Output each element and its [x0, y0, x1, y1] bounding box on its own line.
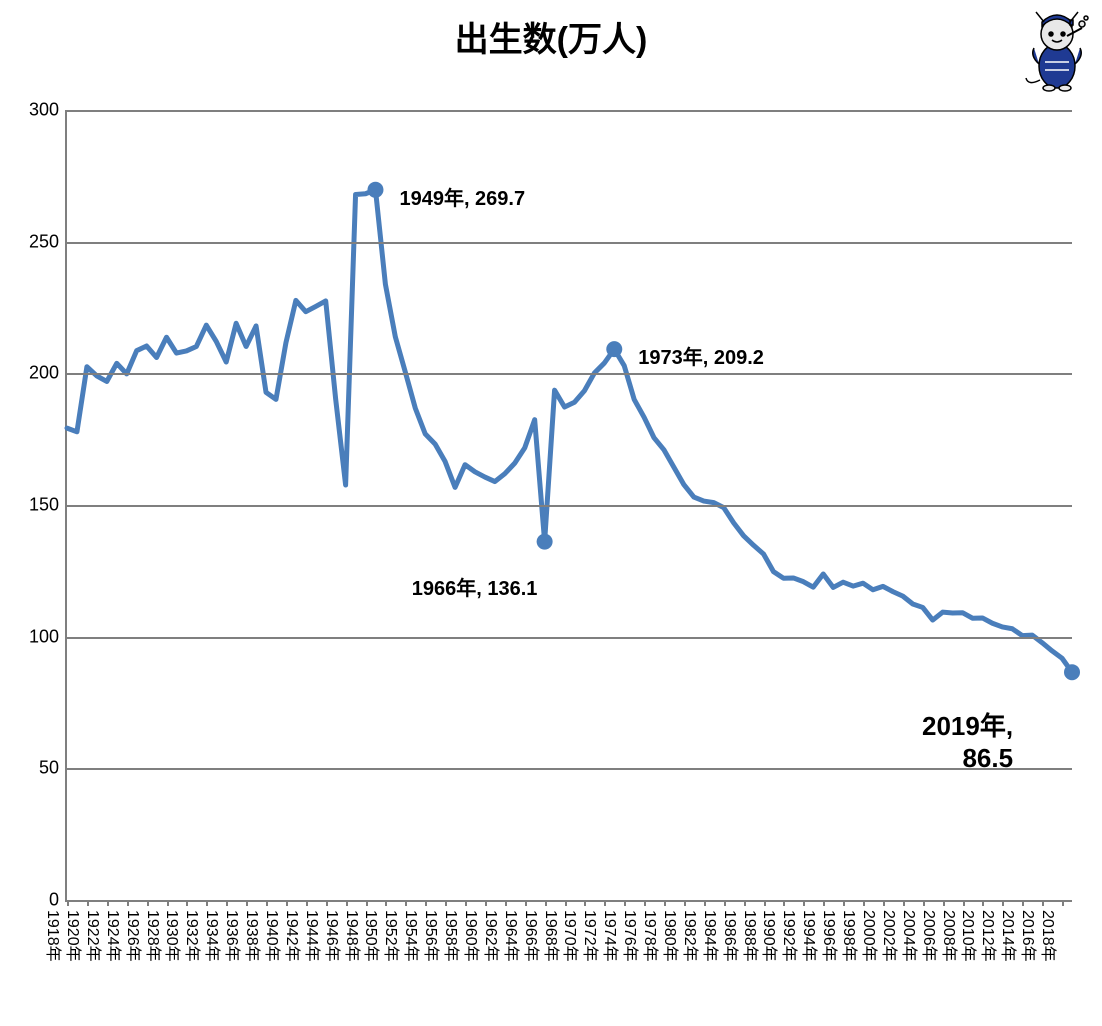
x-tick	[684, 900, 686, 906]
x-tick	[87, 900, 89, 906]
y-gridline	[67, 110, 1072, 112]
x-tick	[843, 900, 845, 906]
x-tick	[425, 900, 427, 906]
x-tick	[206, 900, 208, 906]
x-tick	[565, 900, 567, 906]
x-tick	[704, 900, 706, 906]
x-tick	[584, 900, 586, 906]
x-tick	[764, 900, 766, 906]
x-tick	[366, 900, 368, 906]
x-tick	[903, 900, 905, 906]
x-tick	[883, 900, 885, 906]
x-tick	[186, 900, 188, 906]
y-tick-label: 150	[29, 495, 67, 516]
x-tick	[923, 900, 925, 906]
x-tick	[664, 900, 666, 906]
callout-marker	[606, 341, 622, 357]
x-tick	[326, 900, 328, 906]
y-gridline	[67, 505, 1072, 507]
y-gridline	[67, 373, 1072, 375]
x-tick	[226, 900, 228, 906]
x-tick	[246, 900, 248, 906]
mascot-icon	[1022, 6, 1092, 97]
x-tick	[405, 900, 407, 906]
callout-label: 1973年, 209.2	[638, 341, 764, 370]
y-gridline	[67, 637, 1072, 639]
x-tick	[724, 900, 726, 906]
x-tick	[167, 900, 169, 906]
x-tick	[147, 900, 149, 906]
x-tick	[982, 900, 984, 906]
x-tick	[445, 900, 447, 906]
plot-area: 0501001502002503001918年1920年1922年1924年19…	[65, 110, 1072, 902]
x-tick	[286, 900, 288, 906]
x-tick	[485, 900, 487, 906]
y-tick-label: 200	[29, 363, 67, 384]
callout-marker	[537, 534, 553, 550]
line-svg	[67, 110, 1072, 900]
x-tick	[67, 900, 69, 906]
x-tick	[1002, 900, 1004, 906]
x-tick	[604, 900, 606, 906]
y-tick-label: 250	[29, 231, 67, 252]
x-tick	[1062, 900, 1064, 906]
x-tick	[505, 900, 507, 906]
y-tick-label: 0	[49, 890, 67, 911]
y-tick-label: 50	[39, 758, 67, 779]
x-tick	[803, 900, 805, 906]
x-tick	[863, 900, 865, 906]
x-tick	[127, 900, 129, 906]
x-tick	[1042, 900, 1044, 906]
x-tick	[107, 900, 109, 906]
x-tick-label: 2018年	[1038, 910, 1062, 962]
x-tick	[783, 900, 785, 906]
callout-marker	[1064, 664, 1080, 680]
x-tick	[465, 900, 467, 906]
x-tick	[744, 900, 746, 906]
chart-container: 出生数(万人)	[0, 0, 1102, 1026]
callout-marker	[367, 182, 383, 198]
x-tick	[943, 900, 945, 906]
x-tick	[266, 900, 268, 906]
chart-title: 出生数(万人)	[0, 12, 1102, 61]
x-tick	[963, 900, 965, 906]
y-tick-label: 300	[29, 100, 67, 121]
x-tick	[624, 900, 626, 906]
y-tick-label: 100	[29, 626, 67, 647]
x-tick	[346, 900, 348, 906]
x-tick	[1022, 900, 1024, 906]
series-line	[67, 190, 1072, 672]
x-tick	[823, 900, 825, 906]
x-tick	[644, 900, 646, 906]
x-tick	[545, 900, 547, 906]
x-tick	[385, 900, 387, 906]
y-gridline	[67, 242, 1072, 244]
callout-label: 2019年,86.5	[922, 706, 1013, 774]
callout-label: 1966年, 136.1	[412, 572, 538, 601]
x-tick	[525, 900, 527, 906]
callout-label: 1949年, 269.7	[399, 182, 525, 211]
x-tick	[306, 900, 308, 906]
